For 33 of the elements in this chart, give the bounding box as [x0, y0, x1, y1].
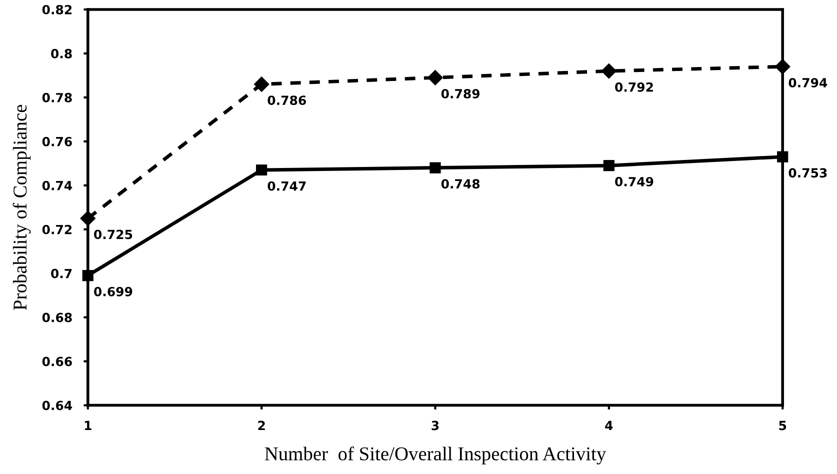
- point: [603, 160, 614, 172]
- x-tick-label: 4: [605, 420, 613, 430]
- data-label: 0.747: [268, 181, 306, 191]
- y-tick-label: 0.72: [42, 224, 72, 234]
- data-label: 0.794: [788, 78, 828, 88]
- point: [601, 63, 616, 79]
- y-tick-label: 0.64: [42, 400, 72, 410]
- y-axis-title: Probability of Compliance: [12, 104, 31, 310]
- x-axis-title: Number of Site/Overall Inspection Activity: [264, 446, 606, 464]
- x-tick-label: 5: [779, 420, 786, 430]
- x-tick-label: 3: [432, 420, 439, 430]
- y-tick-label: 0.74: [42, 180, 72, 190]
- data-label: 0.748: [441, 179, 480, 189]
- data-label: 0.786: [268, 96, 306, 106]
- x-tick-label: 1: [84, 420, 92, 430]
- data-label: 0.699: [94, 286, 132, 296]
- data-label: 0.789: [441, 88, 480, 98]
- y-tick-label: 0.7: [51, 268, 72, 278]
- y-tick-label: 0.78: [42, 92, 72, 102]
- y-tick-label: 0.82: [42, 4, 72, 14]
- y-tick-label: 0.68: [42, 312, 72, 322]
- y-tick-label: 0.8: [51, 48, 72, 58]
- point: [428, 70, 443, 86]
- point: [256, 164, 268, 176]
- data-label: 0.792: [615, 82, 653, 92]
- data-label: 0.753: [788, 168, 827, 178]
- data-label: 0.725: [94, 230, 132, 240]
- y-tick-label: 0.66: [42, 356, 72, 366]
- point: [254, 76, 270, 92]
- x-tick-label: 2: [258, 420, 265, 430]
- data-label: 0.749: [615, 176, 654, 186]
- point: [430, 162, 441, 174]
- y-tick-label: 0.76: [42, 136, 72, 146]
